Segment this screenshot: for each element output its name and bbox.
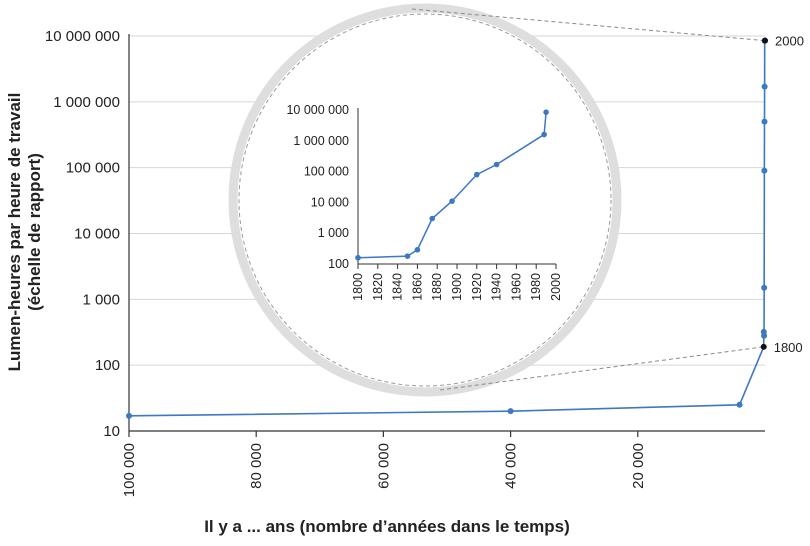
inset-data-point [493, 161, 500, 168]
inset-y-tick-label: 10 000 000 [286, 103, 349, 117]
inset-x-tick-label: 1940 [490, 273, 504, 301]
inset-x-tick-label: 1920 [470, 273, 484, 301]
connector-2000 [411, 8, 766, 42]
inset-x-tick-label: 1860 [410, 273, 424, 301]
y-tick-label: 10 000 [74, 226, 120, 243]
point-annotation: 2000 [775, 34, 804, 49]
y-tick-label: 1 000 [82, 291, 120, 308]
x-tick-label: 60 000 [375, 443, 392, 489]
y-axis-label: Lumen-heures par heure de travail(échell… [5, 93, 44, 372]
inset-x-tick-label: 1840 [391, 273, 405, 301]
inset-y-tick-label: 1 000 000 [293, 134, 349, 148]
annotated-point [760, 343, 767, 350]
y-tick-label: 10 [103, 423, 120, 440]
point-annotation: 1800 [774, 340, 803, 355]
data-point [736, 401, 743, 408]
inset-x-tick-label: 1980 [529, 273, 543, 301]
data-point [507, 408, 514, 415]
inset-y-tick-label: 100 [328, 257, 349, 271]
inset-y-tick-label: 100 000 [304, 165, 349, 179]
annotated-point [762, 37, 768, 44]
main-plot: 10 100 1 000 10 000 100 000 1 000 000 10 000 0… [5, 3, 804, 536]
inset-x-tick-label: 1900 [450, 273, 464, 301]
y-tick-label: 1 000 000 [53, 94, 120, 111]
inset-data-point [414, 246, 421, 253]
inset-y-tick-label: 10 000 [311, 195, 349, 209]
x-axis-label: Il y a ... ans (nombre d’années dans le … [204, 517, 570, 536]
zoom-circle [228, 3, 622, 397]
inset-data-point [541, 131, 547, 138]
inset-data-point [355, 254, 361, 261]
data-point [126, 412, 132, 419]
data-point [761, 83, 768, 90]
data-point [761, 167, 768, 174]
y-tick-label: 100 000 [66, 160, 120, 177]
data-point [761, 284, 768, 291]
inset-data-point [543, 109, 549, 115]
x-tick-label: 20 000 [630, 443, 647, 489]
inset-x-tick-label: 1960 [509, 273, 523, 301]
y-tick-label: 10 000 000 [45, 28, 120, 45]
data-point [761, 118, 768, 125]
x-tick-label: 80 000 [248, 443, 265, 489]
x-tick-label: 100 000 [121, 443, 138, 497]
x-tick-label: 40 000 [503, 443, 520, 489]
y-axis-label-line: (échelle de rapport) [25, 153, 44, 311]
data-point [761, 332, 768, 339]
inset-data-point [474, 171, 480, 178]
inset-x-tick-label: 1800 [351, 273, 365, 301]
inset-x-tick-label: 1820 [371, 273, 385, 301]
inset-plot: 100 1 000 10 000 100 000 1 000 000 10 000 000… [286, 103, 563, 301]
zoom-circle-dashed-ring [238, 13, 612, 387]
inset-y-tick-label: 1 000 [318, 226, 349, 240]
inset-data-point [429, 215, 436, 222]
y-axis-label-line: Lumen-heures par heure de travail [5, 93, 24, 372]
inset-x-tick-label: 1880 [430, 273, 444, 301]
inset-data-point [449, 198, 455, 204]
y-tick-label: 100 [95, 357, 120, 374]
connector-1800 [439, 346, 764, 391]
inset-x-tick-label: 2000 [549, 273, 563, 301]
inset-data-point [404, 253, 411, 259]
